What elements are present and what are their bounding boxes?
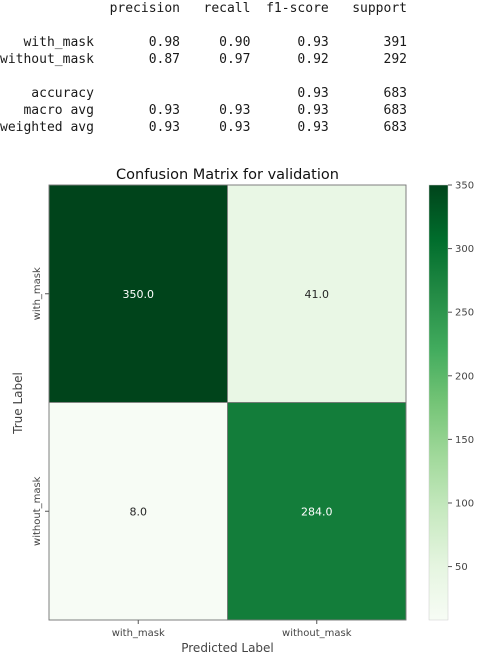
x-axis-label: Predicted Label — [181, 641, 274, 655]
y-tick-label: without_mask — [32, 476, 43, 546]
classification-report: precision recall f1-score support with_m… — [0, 1, 407, 135]
colorbar-tick-label: 350 — [455, 181, 474, 192]
heatmap-cell — [48, 184, 228, 403]
plot-frame — [48, 184, 407, 621]
x-tick-label: with_mask — [112, 628, 165, 639]
heatmap-cell — [227, 402, 407, 621]
x-tick-label: without_mask — [282, 628, 352, 639]
cell-value-label: 350.0 — [123, 288, 155, 301]
colorbar-tick-label: 300 — [455, 244, 474, 255]
heatmap-cells: 350.0 41.0 8.0 284.0 — [48, 184, 407, 621]
y-tick-label: with_mask — [32, 267, 43, 320]
y-axis-label: True Label — [11, 372, 25, 435]
x-tick-labels: with_mask without_mask — [112, 620, 352, 639]
y-tick-labels: with_mask without_mask — [32, 267, 49, 546]
colorbar-tick-label: 50 — [455, 562, 468, 573]
colorbar-tick-label: 200 — [455, 371, 474, 382]
colorbar-frame — [428, 184, 449, 621]
confusion-matrix-chart: Confusion Matrix for validation 350.0 41.… — [11, 167, 474, 655]
cell-value-label: 41.0 — [305, 288, 330, 301]
cell-value-label: 8.0 — [130, 505, 148, 518]
chart-title: Confusion Matrix for validation — [116, 167, 339, 183]
colorbar-tick-label: 150 — [455, 435, 474, 446]
colorbar-ticks: 50 100 150 200 250 300 350 — [428, 181, 474, 621]
heatmap-cell — [48, 402, 228, 621]
heatmap-cell — [227, 184, 407, 403]
colorbar-tick-label: 100 — [455, 498, 474, 509]
cell-value-label: 284.0 — [301, 505, 333, 518]
colorbar-tick-label: 250 — [455, 308, 474, 319]
colorbar — [429, 185, 448, 620]
